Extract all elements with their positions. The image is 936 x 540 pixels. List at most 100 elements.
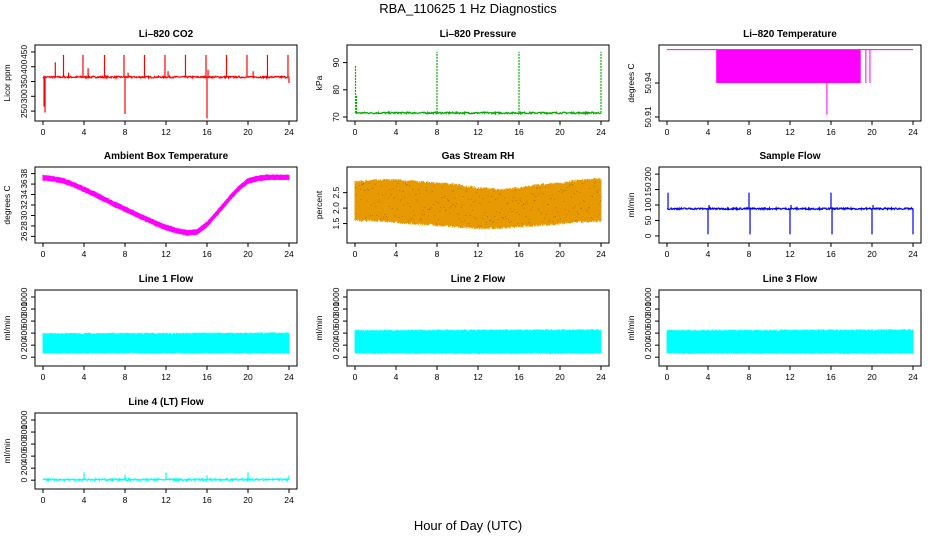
y-tick-label: 2.0 [331,202,341,214]
y-tick-label: 400 [19,59,29,73]
y-axis-label: ml/min [2,438,12,463]
x-tick-label: 12 [161,127,171,137]
series-line [354,110,602,116]
x-tick-label: 12 [785,127,795,137]
panel-ambient-temp: Ambient Box Temperature degrees C 0 4 8 12 16 2… [2,151,298,259]
x-tick-label: 16 [514,249,524,259]
plot-frame [658,289,922,367]
y-axis-label: degrees C [2,185,12,224]
x-tick-label: 16 [514,372,524,382]
x-tick-label: 16 [202,372,212,382]
y-tick-label: 600 [643,314,653,328]
x-tick-label: 24 [596,249,606,259]
x-tick-label: 20 [867,372,877,382]
y-axis-label: kPa [314,75,324,90]
x-tick-label: 0 [353,127,358,137]
y-tick-label: 400 [643,326,653,340]
x-tick-label: 0 [665,127,670,137]
y-tick-label: 1000 [331,287,341,306]
x-tick-label: 12 [473,372,483,382]
y-tick-label: 1000 [643,287,653,306]
panel-title: Li–820 Pressure [440,29,517,40]
y-axis-label: percent [314,190,324,219]
y-tick-label: 300 [19,89,29,103]
y-tick-label: 150 [643,182,653,196]
x-tick-label: 8 [747,372,752,382]
series-band [42,174,290,236]
x-tick-label: 0 [665,372,670,382]
y-tick-label: 0 [643,233,653,238]
x-tick-label: 4 [394,127,399,137]
x-tick-label: 24 [908,249,918,259]
data-layer [42,472,290,483]
panel-title: Li–820 Temperature [743,29,837,40]
data-layer [42,174,290,236]
y-tick-label: 200 [643,167,653,181]
data-layer [354,329,602,355]
panel-line3-flow: Line 3 Flow ml/min 0 4 8 12 16 20 24 0 20040060080… [626,274,922,382]
x-tick-label: 16 [202,495,212,505]
series-hatch [42,332,290,354]
x-tick-label: 4 [394,372,399,382]
x-tick-label: 12 [473,127,483,137]
x-tick-label: 20 [243,249,253,259]
y-tick-label: 600 [19,437,29,451]
y-tick-label: 28 [19,221,29,231]
x-tick-label: 8 [747,127,752,137]
x-tick-label: 12 [161,372,171,382]
y-axis-label: ml/min [2,315,12,340]
x-tick-label: 4 [82,127,87,137]
y-tick-label: 50 [643,215,653,225]
x-tick-label: 24 [284,249,294,259]
panel-title: Ambient Box Temperature [104,151,229,162]
y-tick-label: 450 [19,45,29,59]
y-tick-label: 2.5 [331,186,341,198]
x-tick-label: 20 [243,372,253,382]
panel-line4-flow: Line 4 (LT) Flow ml/min 0 4 8 12 16 20 24 0 200400… [2,397,298,505]
x-tick-label: 4 [706,372,711,382]
y-tick-label: 0 [331,355,341,360]
panel-title: Gas Stream RH [442,151,515,162]
y-tick-label: 30 [19,210,29,220]
y-tick-label: 800 [19,425,29,439]
panel-pressure: Li–820 Pressure kPa 0 4 8 12 16 20 24 70 80 90 [314,29,610,137]
series-line [42,74,290,80]
panel-title: Line 4 (LT) Flow [128,397,204,408]
y-tick-label: 32 [19,200,29,210]
x-tick-label: 20 [867,249,877,259]
y-tick-label: 200 [331,338,341,352]
y-tick-label: 0 [19,355,29,360]
y-axis-label: Licor ppm [2,64,12,101]
y-tick-label: 50.91 [643,106,653,128]
panel-title: Line 3 Flow [763,274,818,285]
panel-title: Sample Flow [759,151,820,162]
series-points [355,181,602,227]
y-tick-label: 0 [643,355,653,360]
y-tick-label: 250 [19,104,29,118]
series-hatch [354,177,602,230]
x-tick-label: 20 [555,127,565,137]
x-tick-label: 8 [435,127,440,137]
x-tick-label: 16 [202,127,212,137]
x-tick-label: 4 [706,127,711,137]
x-tick-label: 16 [826,249,836,259]
x-tick-label: 8 [747,249,752,259]
panel-line2-flow: Line 2 Flow ml/min 0 4 8 12 16 20 24 0 20040060080… [314,274,610,382]
panel-title: Line 1 Flow [139,274,194,285]
y-tick-label: 0 [19,478,29,483]
x-tick-label: 0 [353,372,358,382]
y-tick-label: 34 [19,190,29,200]
x-tick-label: 8 [123,249,128,259]
y-tick-label: 400 [19,449,29,463]
x-tick-label: 20 [555,372,565,382]
x-tick-label: 8 [435,372,440,382]
series-hatch [666,329,914,355]
y-tick-label: 38 [19,169,29,179]
x-tick-label: 8 [123,127,128,137]
y-tick-label: 100 [643,198,653,212]
x-tick-label: 4 [82,372,87,382]
x-tick-label: 16 [514,127,524,137]
series-hatch [354,329,602,355]
